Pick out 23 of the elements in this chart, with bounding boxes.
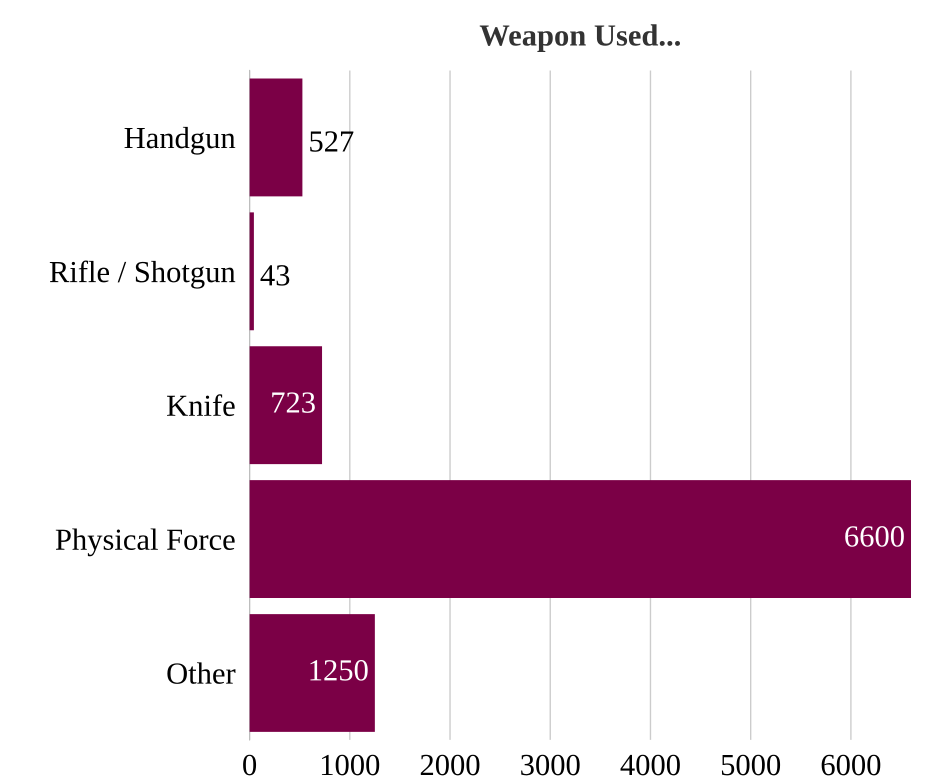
- y-tick-label: Knife: [167, 394, 235, 416]
- y-tick-label: Rifle / Shotgun: [50, 260, 236, 289]
- x-tick-label: 0: [243, 754, 256, 776]
- bar: [250, 78, 302, 196]
- x-tick-label: 5000: [722, 754, 780, 776]
- chart-title: Weapon Used...: [480, 24, 680, 52]
- x-tick-label: 2000: [420, 754, 480, 776]
- data-label: 6600: [845, 526, 904, 547]
- y-tick-label: Physical Force: [56, 528, 235, 556]
- y-tick-label: Handgun: [124, 126, 236, 155]
- x-tick-label: 4000: [620, 754, 680, 776]
- bar: [250, 480, 912, 598]
- x-tick-label: 1000: [322, 754, 380, 776]
- data-label: 43: [260, 265, 290, 286]
- data-label: 723: [272, 392, 315, 413]
- data-label: 527: [310, 131, 354, 152]
- bar: [250, 614, 375, 732]
- bar: [250, 212, 254, 330]
- data-label: 1250: [310, 660, 368, 681]
- x-tick-label: 6000: [822, 754, 880, 776]
- y-tick-label: Other: [167, 662, 236, 684]
- x-tick-label: 3000: [521, 754, 580, 776]
- bar: [250, 346, 322, 464]
